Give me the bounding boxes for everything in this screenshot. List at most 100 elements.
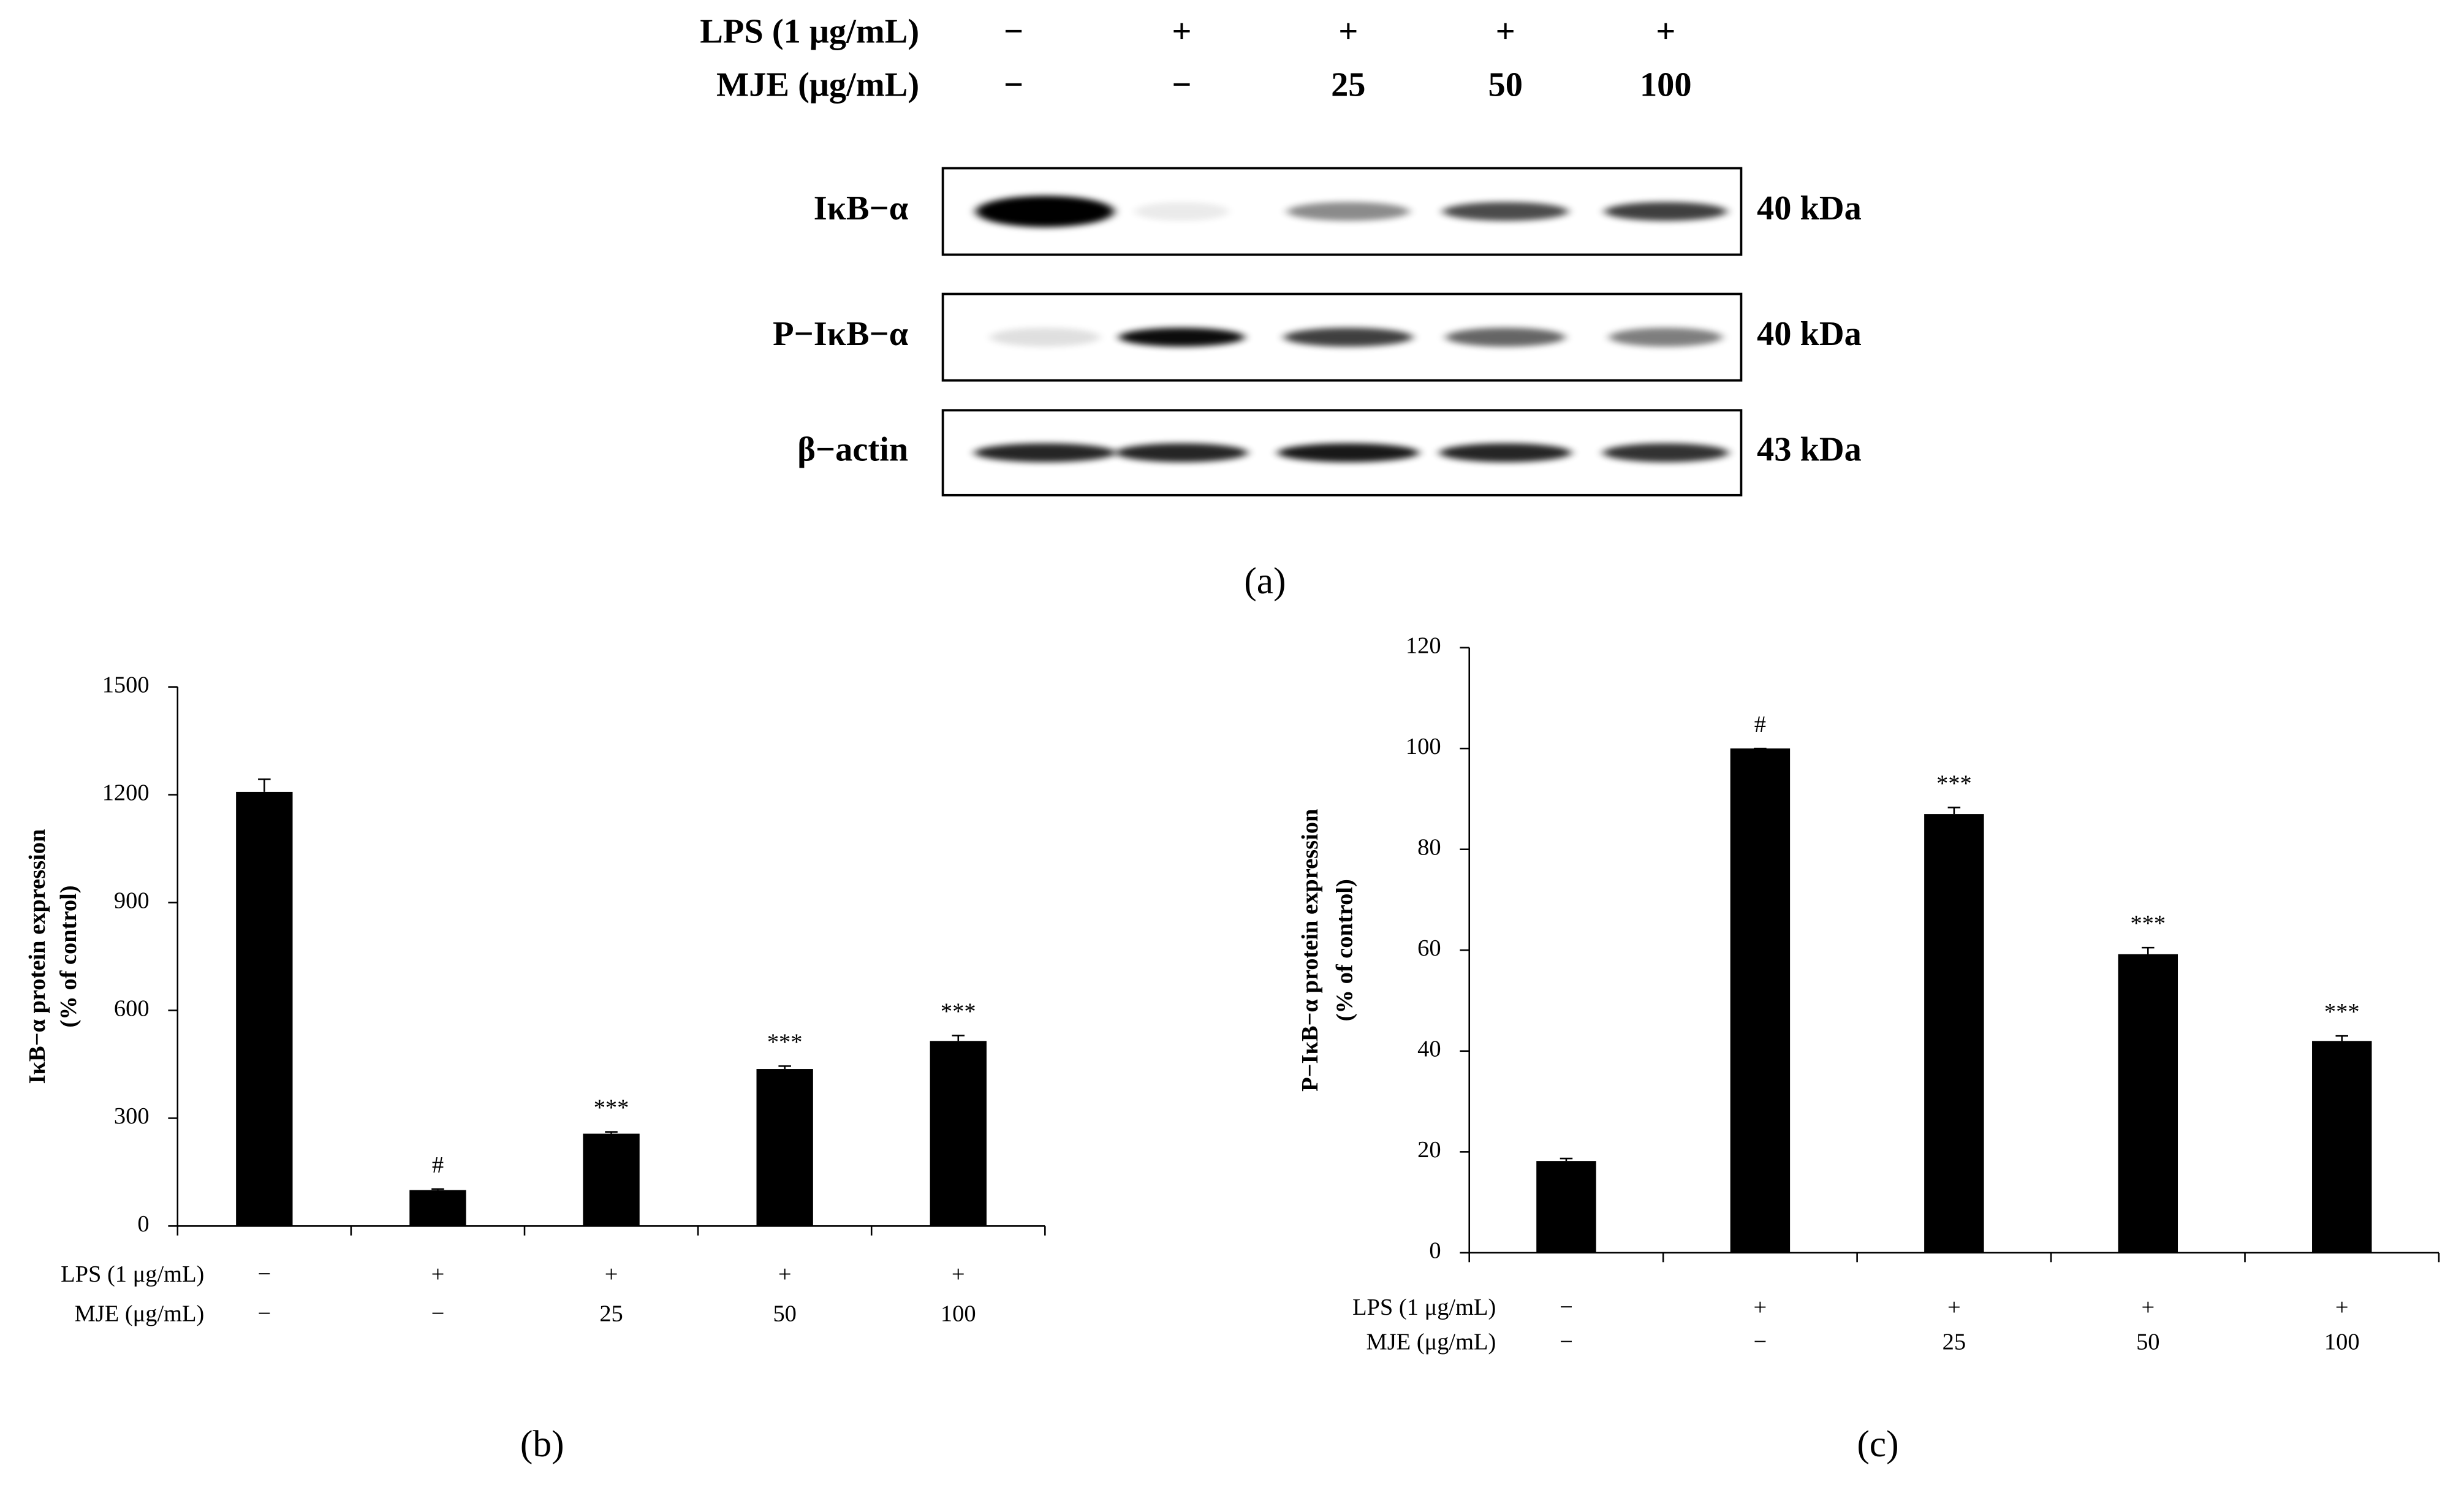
band [1446, 327, 1566, 347]
significance: *** [594, 1095, 629, 1121]
error-bar [2335, 1035, 2349, 1041]
lane-mje: 25 [1331, 66, 1365, 104]
y-tick-label: 1200 [102, 780, 150, 805]
error-bar [778, 1065, 791, 1070]
band [1134, 202, 1229, 221]
lane-mje: 50 [1488, 66, 1523, 104]
band [1118, 327, 1245, 347]
x-tick-label: 100 [941, 1301, 976, 1326]
significance: *** [1936, 770, 1972, 796]
caption: (a) [1244, 560, 1286, 602]
lane-lps: + [1656, 12, 1675, 50]
x-tick-label: − [1560, 1329, 1573, 1355]
y-axis-label: (% of control) [56, 885, 82, 1027]
x-tick-label: − [1754, 1329, 1767, 1355]
error-bar [1947, 807, 1961, 815]
lane-lps: + [1172, 12, 1191, 50]
x-tick-label: + [952, 1261, 965, 1287]
row-size: 40 kDa [1757, 189, 1862, 227]
bar [583, 1133, 640, 1226]
y-tick-label: 120 [1406, 633, 1441, 658]
lane-mje: − [1172, 66, 1191, 104]
x-tick-label: + [2141, 1295, 2155, 1320]
band [974, 443, 1116, 462]
x-row-label: MJE (μg/mL) [1367, 1329, 1496, 1355]
x-row-label: LPS (1 μg/mL) [61, 1261, 204, 1287]
significance: # [432, 1152, 444, 1178]
row-label: P−IκB−α [773, 315, 908, 353]
x-tick-label: + [1754, 1295, 1767, 1320]
error-bar [2142, 946, 2155, 954]
bar [2312, 1041, 2372, 1253]
y-tick-label: 0 [1429, 1238, 1441, 1264]
lps-header: LPS (1 μg/mL) [700, 12, 919, 50]
x-tick-label: − [1560, 1295, 1573, 1320]
x-tick-label: + [605, 1261, 618, 1287]
y-tick-label: 900 [114, 888, 150, 913]
row-label: β−actin [797, 431, 908, 469]
band [1284, 327, 1413, 347]
bar [236, 791, 293, 1226]
y-axis-label: P−IκB−α protein expression [1297, 809, 1323, 1092]
band [1439, 443, 1572, 462]
x-tick-label: − [257, 1261, 271, 1287]
band [1442, 202, 1569, 221]
lane-lps: + [1496, 12, 1515, 50]
lane-mje: 100 [1640, 66, 1692, 104]
error-bar [1560, 1157, 1573, 1162]
significance: *** [767, 1029, 803, 1055]
error-bar [431, 1188, 444, 1190]
y-tick-label: 60 [1417, 935, 1441, 961]
x-tick-label: − [257, 1301, 271, 1326]
y-axis-label: IκB−α protein expression [25, 829, 50, 1084]
y-tick-label: 1500 [102, 672, 150, 698]
error-bar [605, 1131, 618, 1134]
band [1287, 202, 1410, 221]
y-tick-label: 100 [1406, 734, 1441, 759]
row-size: 40 kDa [1757, 315, 1862, 353]
band [1277, 443, 1419, 462]
bar [409, 1190, 466, 1226]
error-bar [952, 1035, 965, 1041]
bar [756, 1069, 813, 1226]
x-row-label: LPS (1 μg/mL) [1352, 1295, 1496, 1320]
x-tick-label: − [431, 1301, 445, 1326]
lane-lps: + [1338, 12, 1358, 50]
bar [1536, 1161, 1596, 1253]
y-tick-label: 40 [1417, 1036, 1441, 1062]
row-size: 43 kDa [1757, 431, 1862, 469]
significance: *** [2130, 911, 2166, 937]
x-tick-label: 25 [599, 1301, 623, 1326]
band [1609, 327, 1723, 347]
bar [1924, 814, 1984, 1253]
x-tick-label: + [2335, 1295, 2349, 1320]
caption: (c) [1857, 1423, 1898, 1465]
band [976, 196, 1115, 227]
y-axis-label: (% of control) [1332, 879, 1358, 1021]
band [1604, 202, 1727, 221]
x-tick-label: + [778, 1261, 792, 1287]
row-label: IκB−α [814, 189, 909, 227]
band [1115, 443, 1248, 462]
x-tick-label: 50 [773, 1301, 796, 1326]
band [1602, 443, 1729, 462]
x-tick-label: + [431, 1261, 445, 1287]
y-tick-label: 80 [1417, 835, 1441, 861]
y-tick-label: 600 [114, 995, 150, 1021]
mje-header: MJE (μg/mL) [716, 66, 919, 104]
significance: *** [941, 998, 976, 1024]
x-tick-label: + [1947, 1295, 1961, 1320]
lane-lps: − [1004, 12, 1023, 50]
lane-mje: − [1004, 66, 1023, 104]
significance: *** [2324, 999, 2360, 1025]
significance: # [1754, 712, 1766, 737]
x-tick-label: 25 [1943, 1329, 1966, 1355]
x-tick-label: 50 [2136, 1329, 2159, 1355]
bar [1730, 748, 1791, 1253]
error-bar [258, 778, 271, 792]
bar [2118, 954, 2178, 1253]
x-row-label: MJE (μg/mL) [75, 1301, 205, 1326]
caption: (b) [520, 1423, 564, 1465]
